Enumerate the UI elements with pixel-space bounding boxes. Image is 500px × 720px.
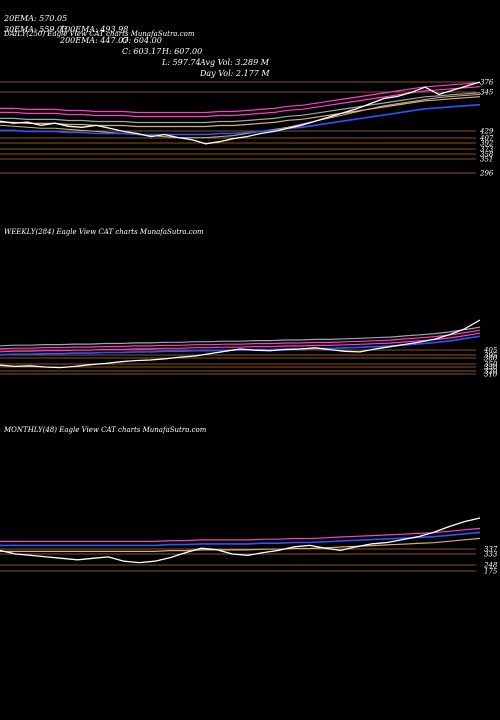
weekly-panel-title: WEEKLY(284) Eagle View CAT charts Munafa… [4,228,204,236]
header-100ema: 100EMA: 493.98 [60,25,129,34]
monthly-ema-line [0,527,481,543]
monthly-ema-line [0,537,481,553]
daily-level-label: 429 [479,128,494,136]
weekly-ema-line [0,332,481,353]
daily-level-label: 407 [479,135,494,143]
monthly-level-label: 333 [484,551,498,559]
weekly-level-label: 320 [484,368,498,376]
daily-ema-line [0,96,481,128]
weekly-level-label: 350 [484,361,498,369]
monthly-level-label: 175 [484,568,498,576]
header-30ema: 30EMA: 559.03 [4,25,68,34]
monthly-level-label: 248 [483,562,498,570]
weekly-ema-line [0,329,481,350]
header-row-2: 30EMA: 559.03 200EMA: 447.07 C: 603.17 L… [4,13,270,79]
daily-level-label: 351 [480,156,493,164]
daily-panel-title: DAILY(250) Eagle View CAT charts MunafaS… [4,30,195,38]
header-close: C: 603.17 [122,47,162,56]
daily-level-label: 296 [479,170,494,178]
header-day-vol: Day Vol: 2.177 M [200,69,270,78]
weekly-level-label: 380 [484,355,498,363]
daily-level-label: 358 [480,151,494,159]
monthly-panel-title: MONTHLY(48) Eagle View CAT charts Munafa… [4,426,207,434]
daily-ema-line [0,92,481,124]
weekly-price-line [0,319,481,369]
daily-ema-line [0,82,481,114]
daily-level-label: 376 [480,79,494,87]
weekly-level-label: 395 [484,352,498,360]
daily-ema-line [0,93,481,139]
header-open: O: 604.00 [122,36,162,45]
header-20ema: 20EMA: 570.05 [4,14,68,23]
daily-level-label: 345 [480,89,494,97]
weekly-level-label: 330 [484,364,498,372]
daily-ema-line [0,86,481,118]
weekly-level-label: 310 [484,371,498,379]
monthly-price-line [0,517,481,564]
monthly-ema-line [0,531,481,547]
daily-level-label: 373 [480,146,494,154]
weekly-ema-line [0,326,481,347]
header-row-1: 20EMA: 570.05 100EMA: 493.98 O: 604.00 H… [4,2,269,68]
weekly-level-label: 405 [483,347,498,355]
header-avg-vol: Avg Vol: 3.289 M [200,58,269,67]
monthly-level-label: 337 [484,546,498,554]
daily-level-label: 392 [480,140,494,148]
header-low: L: 597.74 [162,58,201,67]
daily-ema-line [0,103,481,136]
daily-price-line [0,81,481,145]
header-200ema: 200EMA: 447.07 [60,36,129,45]
header-high: H: 607.00 [162,47,203,56]
